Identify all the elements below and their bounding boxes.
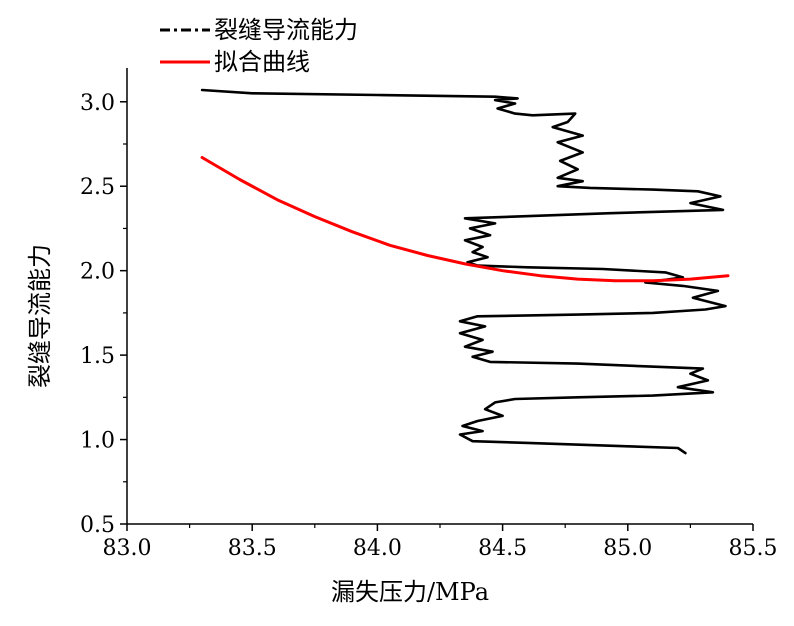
x-tick-label: 84.5 [478, 536, 527, 561]
legend-label-0: 裂缝导流能力 [214, 16, 358, 44]
x-tick-label: 83.0 [103, 536, 152, 561]
y-axis: 0.5 1.0 1.5 2.0 2.5 3.0 [80, 68, 128, 538]
plot-lines [200, 88, 730, 455]
y-tick-label: 3.0 [80, 91, 115, 116]
x-tick-label: 85.5 [729, 536, 778, 561]
x-ticks: 83.0 83.5 84.0 84.5 85.0 85.5 [103, 524, 778, 561]
legend: 裂缝导流能力 拟合曲线 [160, 16, 358, 76]
legend-item-1: 拟合曲线 [160, 48, 310, 76]
y-tick-label: 1.5 [80, 344, 115, 369]
x-tick-label: 83.5 [228, 536, 277, 561]
legend-item-0: 裂缝导流能力 [160, 16, 358, 44]
y-tick-label: 2.5 [80, 175, 115, 200]
y-ticks: 0.5 1.0 1.5 2.0 2.5 3.0 [80, 91, 127, 538]
series-line-0 [200, 88, 727, 455]
y-tick-label: 1.0 [80, 429, 115, 454]
x-axis: 83.0 83.5 84.0 84.5 85.0 85.5 [103, 523, 778, 561]
series-line-1 [200, 156, 730, 283]
x-tick-label: 85.0 [603, 536, 652, 561]
x-tick-label: 84.0 [353, 536, 402, 561]
y-axis-title: 裂缝导流能力 [26, 244, 54, 388]
y-tick-label: 0.5 [80, 513, 115, 538]
y-tick-label: 2.0 [80, 260, 115, 285]
x-axis-title: 漏失压力/MPa [331, 578, 489, 606]
legend-label-1: 拟合曲线 [214, 48, 310, 76]
